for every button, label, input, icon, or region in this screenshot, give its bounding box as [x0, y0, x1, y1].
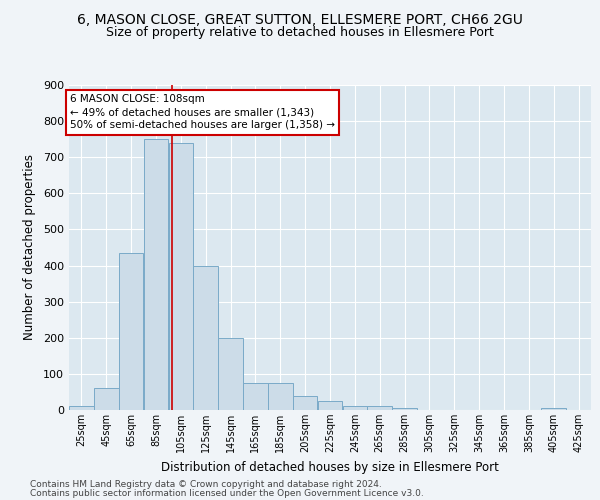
Bar	[343, 406, 367, 410]
Bar	[218, 338, 243, 410]
X-axis label: Distribution of detached houses by size in Ellesmere Port: Distribution of detached houses by size …	[161, 460, 499, 473]
Bar	[193, 266, 218, 410]
Bar	[144, 139, 168, 410]
Text: Contains public sector information licensed under the Open Government Licence v3: Contains public sector information licen…	[30, 488, 424, 498]
Bar	[119, 253, 143, 410]
Bar	[293, 396, 317, 410]
Text: 6 MASON CLOSE: 108sqm
← 49% of detached houses are smaller (1,343)
50% of semi-d: 6 MASON CLOSE: 108sqm ← 49% of detached …	[70, 94, 335, 130]
Bar	[392, 408, 417, 410]
Y-axis label: Number of detached properties: Number of detached properties	[23, 154, 36, 340]
Bar	[94, 388, 119, 410]
Text: Contains HM Land Registry data © Crown copyright and database right 2024.: Contains HM Land Registry data © Crown c…	[30, 480, 382, 489]
Bar	[318, 401, 342, 410]
Bar	[367, 406, 392, 410]
Bar	[169, 143, 193, 410]
Bar	[268, 383, 293, 410]
Bar	[541, 408, 566, 410]
Text: Size of property relative to detached houses in Ellesmere Port: Size of property relative to detached ho…	[106, 26, 494, 39]
Text: 6, MASON CLOSE, GREAT SUTTON, ELLESMERE PORT, CH66 2GU: 6, MASON CLOSE, GREAT SUTTON, ELLESMERE …	[77, 12, 523, 26]
Bar	[69, 406, 94, 410]
Bar	[243, 383, 268, 410]
